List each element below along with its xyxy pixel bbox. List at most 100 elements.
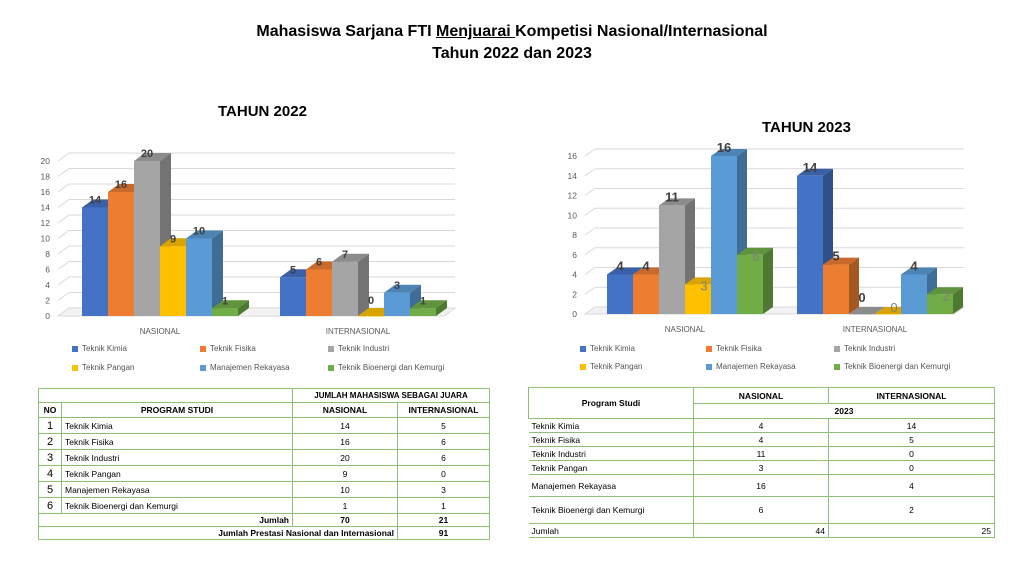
row-program: Teknik Bioenergi dan Kemurgi [528,496,694,524]
bar-top [797,168,833,176]
bar-top [711,149,747,156]
table-row: 5 Manajemen Rekayasa 10 3 [38,481,490,498]
jumlah-label: Jumlah [38,513,293,527]
data-label: 5 [832,249,839,264]
bar-front [659,205,685,314]
bar-top [212,300,249,309]
legend-swatch [580,345,586,352]
main-title: Mahasiswa Sarjana FTI Menjuarai Kompetis… [0,22,1024,42]
legend-item: Teknik Industri [834,344,895,353]
legend-label: Manajemen Rekayasa [716,362,796,371]
table-row: 2 Teknik Fisika 16 6 [38,433,490,450]
data-label: 9 [170,233,176,245]
data-label: 0 [858,290,865,305]
gridline [57,230,455,239]
y-tick-label: 16 [568,151,578,161]
data-label: 11 [665,189,679,204]
gridline [584,148,964,157]
gridline [57,199,455,208]
main-title-pre: Mahasiswa Sarjana FTI [256,23,436,40]
legend-item: Manajemen Rekayasa [200,363,290,372]
row-internasional: 14 [828,418,995,433]
row-program: Teknik Pangan [61,465,293,482]
data-label: 5 [290,264,296,276]
data-label: 4 [642,259,650,274]
legend-swatch [706,363,712,370]
bar-top [410,300,447,309]
jumlah-label: Jumlah [528,523,694,538]
table-row: Manajemen Rekayasa 16 4 [528,474,995,497]
gridline [584,188,964,196]
col-nasional-header: NASIONAL [693,387,829,404]
row-nasional: 4 [693,432,829,447]
data-label: 0 [368,295,374,307]
table-row: Teknik Pangan 3 0 [528,460,995,475]
bar-front [134,161,160,316]
y-tick-label: 8 [572,230,577,240]
data-label: 7 [342,249,348,261]
legend-item: Teknik Kimia [580,344,635,353]
y-tick-label: 12 [568,191,578,201]
data-label: 4 [910,259,918,274]
chart-2022-title: TAHUN 2022 [218,103,307,120]
bar-front [823,264,849,314]
table-2023: Program Studi NASIONAL INTERNASIONAL 202… [528,387,995,538]
y-tick-label: 20 [41,156,51,166]
legend-label: Teknik Bioenergi dan Kemurgi [844,362,951,371]
legend-swatch [580,363,586,370]
gridline [584,207,964,216]
row-nasional: 16 [292,433,398,450]
col-internasional-header: INTERNASIONAL [397,402,490,418]
gridline [57,214,455,224]
y-tick-label: 14 [568,171,578,181]
row-program: Manajemen Rekayasa [528,474,694,497]
data-label: 0 [890,300,897,315]
data-label: 6 [316,257,322,269]
gridline [584,168,964,177]
legend-label: Teknik Kimia [82,344,127,353]
legend-label: Teknik Kimia [590,344,635,353]
col-nasional-header: NASIONAL [292,402,398,418]
main-title-post: Kompetisi Nasional/Internasional [515,23,768,40]
bar-side [436,300,447,316]
table-row: 1 Teknik Kimia 14 5 [38,417,490,434]
jumlah-internasional: 25 [828,523,995,538]
row-program: Teknik Industri [528,446,694,461]
bar-top [737,247,773,255]
legend-swatch [834,345,840,352]
row-no: 2 [38,433,62,450]
bar-top [134,153,171,161]
bar-side [212,230,223,316]
row-internasional: 0 [397,465,490,482]
row-nasional: 16 [693,474,829,497]
row-nasional: 11 [693,446,829,461]
bar-front [875,314,901,315]
legend-item: Teknik Fisika [706,344,762,353]
legend-swatch [72,345,78,352]
table-row: 6 Teknik Bioenergi dan Kemurgi 1 1 [38,497,490,514]
bar-front [82,207,108,316]
bar-front [186,238,212,316]
data-label: 16 [115,179,127,191]
legend-label: Teknik Industri [844,344,896,353]
y-tick-label: 10 [568,210,578,220]
jumlah-nasional: 44 [693,523,829,538]
bar-side [763,247,773,314]
main-title-underlined: Menjuarai [435,23,516,40]
y-tick-label: 0 [45,311,50,321]
bar-front [332,261,358,316]
bar-side [953,287,963,314]
y-tick-label: 6 [572,250,577,260]
data-label: 4 [616,259,624,274]
row-internasional: 3 [397,481,490,498]
bar-front [212,308,238,316]
col-no-header: NO [38,402,62,418]
bar-front [160,246,186,316]
bar-front [737,254,763,314]
gridline [57,183,455,193]
gridline [57,168,455,177]
bar-top [849,307,885,314]
data-label: 3 [394,280,400,292]
y-tick-label: 2 [572,289,577,299]
total-label: Jumlah Prestasi Nasional dan Internasion… [38,526,398,540]
